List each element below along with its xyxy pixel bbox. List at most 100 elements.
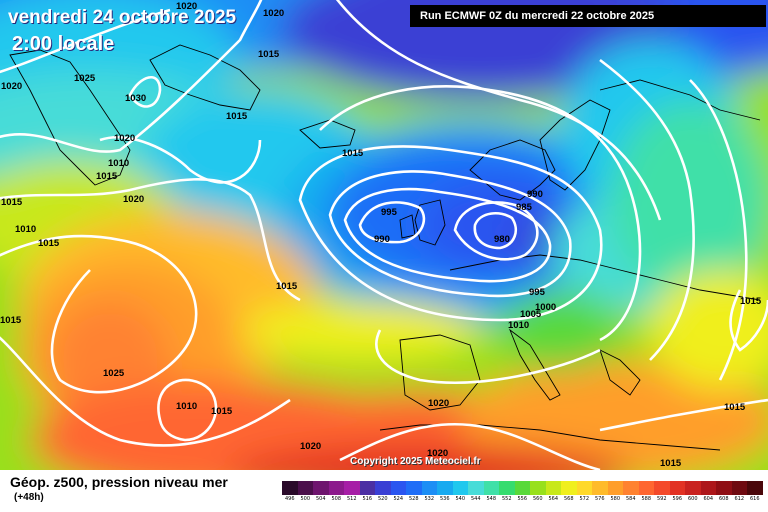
isobar-label: 1020 — [427, 448, 448, 459]
isobar-label: 1010 — [508, 320, 529, 331]
isobar-label: 1005 — [520, 309, 542, 320]
color-scale-swatch — [514, 481, 530, 495]
color-scale-tick: 600 — [687, 496, 698, 502]
color-scale-swatch — [654, 481, 670, 495]
isobar-label: 1015 — [724, 402, 746, 413]
isobar-label: 1010 — [108, 158, 129, 169]
isobar-label: 1015 — [660, 458, 682, 469]
color-scale-swatch — [716, 481, 732, 495]
color-scale-swatch — [468, 481, 484, 495]
isobar-label: 1015 — [38, 238, 60, 249]
color-scale-tick: 580 — [610, 496, 621, 502]
color-scale-tick: 532 — [424, 496, 435, 502]
color-scale-tick: 604 — [703, 496, 714, 502]
isobar-label: 990 — [527, 189, 543, 200]
isobar-label: 1020 — [428, 398, 449, 409]
color-scale-tick: 576 — [594, 496, 605, 502]
color-scale-tick: 516 — [362, 496, 373, 502]
color-scale-swatch — [700, 481, 716, 495]
isobars — [0, 0, 768, 470]
forecast-map: 1020 1020 1015 1025 1020 1030 1015 1020 … — [0, 0, 768, 470]
color-scale-swatch — [406, 481, 422, 495]
color-scale-tick: 508 — [331, 496, 342, 502]
color-scale-tick: 524 — [393, 496, 404, 502]
isobar-label: 1020 — [300, 441, 321, 452]
color-scale-swatch — [328, 481, 344, 495]
isobar-label: 1025 — [74, 73, 96, 84]
model-run-info: Run ECMWF 0Z du mercredi 22 octobre 2025 — [410, 5, 766, 27]
isobar-label: 1020 — [1, 81, 22, 92]
isobar-label: 1015 — [740, 296, 762, 307]
isobar-label: 1020 — [176, 1, 197, 12]
color-scale-swatch — [576, 481, 592, 495]
color-scale-swatch — [685, 481, 701, 495]
isobar-label: 1020 — [114, 133, 135, 144]
color-scale-tick: 572 — [579, 496, 590, 502]
color-scale-swatch — [282, 481, 298, 495]
color-scale-swatch — [359, 481, 375, 495]
color-scale — [282, 481, 763, 495]
color-scale-tick: 612 — [734, 496, 745, 502]
isobar-label: 1015 — [258, 49, 280, 60]
isobar-label: 1010 — [176, 401, 197, 412]
color-scale-tick: 588 — [641, 496, 652, 502]
color-scale-swatch — [344, 481, 360, 495]
color-scale-swatch — [499, 481, 515, 495]
color-scale-swatch — [731, 481, 747, 495]
color-scale-swatch — [483, 481, 499, 495]
color-scale-swatch — [669, 481, 685, 495]
forecast-date-title: vendredi 24 octobre 2025 — [8, 7, 237, 28]
isobar-label: 1010 — [15, 224, 36, 235]
color-scale-tick: 616 — [749, 496, 760, 502]
isobar-label: 1020 — [123, 194, 144, 205]
color-scale-tick: 608 — [718, 496, 729, 502]
isobar-label: 1015 — [276, 281, 298, 292]
isobar-labels: 1020 1020 1015 1025 1020 1030 1015 1020 … — [0, 1, 762, 469]
color-scale-tick: 504 — [315, 496, 326, 502]
color-scale-tick: 528 — [408, 496, 419, 502]
isobar-label: 980 — [494, 234, 510, 245]
isobar-label: 1015 — [0, 315, 22, 326]
color-scale-tick: 544 — [470, 496, 481, 502]
color-scale-swatch — [561, 481, 577, 495]
isobar-label: 1030 — [125, 93, 146, 104]
coastlines — [9, 44, 761, 451]
color-scale-tick: 592 — [656, 496, 667, 502]
color-scale-swatch — [297, 481, 313, 495]
color-scale-swatch — [390, 481, 406, 495]
isobar-label: 995 — [381, 207, 398, 218]
isobar-label: 995 — [529, 287, 546, 298]
copyright-notice: Copyright 2025 Meteociel.fr — [350, 456, 481, 467]
isobar-label: 1025 — [103, 368, 125, 379]
color-scale-tick: 584 — [625, 496, 636, 502]
color-scale-swatch — [607, 481, 623, 495]
color-scale-tick: 540 — [455, 496, 466, 502]
color-scale-tick: 500 — [300, 496, 311, 502]
color-scale-swatch — [545, 481, 561, 495]
color-scale-swatch — [530, 481, 546, 495]
color-scale-swatch — [437, 481, 453, 495]
isobar-label: 1015 — [1, 197, 23, 208]
color-scale-swatch — [421, 481, 437, 495]
color-scale-tick: 548 — [486, 496, 497, 502]
color-scale-tick: 552 — [501, 496, 512, 502]
forecast-time-title: 2:00 locale — [12, 33, 115, 55]
color-scale-swatch — [592, 481, 608, 495]
color-scale-tick: 596 — [672, 496, 683, 502]
color-scale-tick: 536 — [439, 496, 450, 502]
isobar-label: 1015 — [342, 148, 364, 159]
color-scale-swatch — [313, 481, 329, 495]
color-scale-tick: 520 — [377, 496, 388, 502]
color-scale-tick: 568 — [563, 496, 574, 502]
color-scale-tick: 564 — [548, 496, 559, 502]
color-scale-ticks: 496 500 504 508 512 516 520 524 528 532 536 540 544 5… — [282, 496, 763, 502]
color-scale-swatch — [747, 481, 763, 495]
color-scale-swatch — [638, 481, 654, 495]
isobar-label: 1000 — [535, 302, 556, 313]
isobar-label: 1015 — [96, 171, 118, 182]
isobar-label: 1020 — [263, 8, 284, 19]
color-scale-swatch — [452, 481, 468, 495]
isobar-label: 990 — [374, 234, 390, 245]
isobar-label: 1015 — [226, 111, 248, 122]
isobar-label: 1015 — [211, 406, 233, 417]
